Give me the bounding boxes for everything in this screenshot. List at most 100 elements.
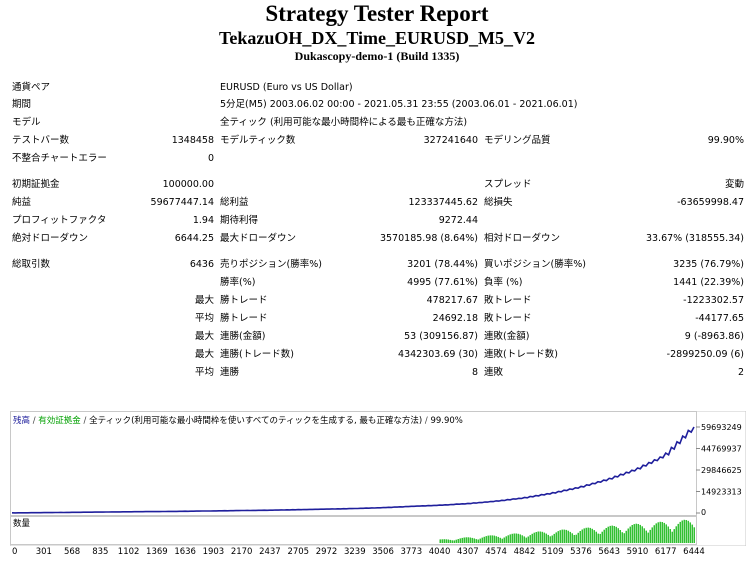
volume-bar	[531, 533, 533, 543]
volume-bar	[461, 537, 463, 543]
x-tick-label: 3773	[400, 547, 423, 557]
volume-bar	[489, 535, 491, 543]
deposit-value: 100000.00	[162, 179, 214, 190]
chart-legend: 残高 / 有効証拠金 / 全ティック(利用可能な最小時間枠を使いすべてのティック…	[13, 415, 463, 426]
volume-bar	[593, 530, 595, 543]
volume-bar	[527, 536, 529, 543]
volume-bar	[519, 534, 521, 543]
volume-bar	[627, 528, 629, 543]
x-tick-label: 5376	[570, 547, 592, 557]
expected-payoff-value: 9272.44	[438, 215, 478, 226]
volume-bar	[493, 535, 495, 543]
avg-label: 平均	[194, 313, 214, 324]
volume-bar	[535, 532, 537, 543]
volume-bar	[677, 523, 679, 543]
volume-bar	[559, 530, 561, 543]
y-tick-label: 29846625	[701, 466, 742, 475]
avg-loss-value: -44177.65	[695, 313, 744, 324]
cons-losses-label: 連敗(金額)	[484, 331, 530, 342]
legend-equity: 有効証拠金	[38, 415, 81, 426]
volume-bar	[497, 536, 499, 543]
volume-bar	[667, 526, 669, 543]
quality-value: 99.90%	[707, 135, 744, 146]
avg-cons-wins-value: 8	[471, 367, 478, 378]
x-tick-label: 4040	[428, 547, 451, 557]
volume-bar	[663, 522, 665, 543]
cons-loss-label: 連敗(トレード数)	[484, 349, 558, 360]
volume-bar	[607, 526, 609, 543]
total-trades-value: 6436	[189, 259, 214, 270]
period-value: 5分足(M5) 2003.06.02 00:00 - 2021.05.31 23…	[220, 99, 578, 110]
volume-bars	[439, 519, 695, 543]
volume-bar	[585, 527, 587, 543]
volume-bar	[661, 522, 663, 543]
volume-bar	[641, 526, 643, 543]
volume-bar	[597, 533, 599, 543]
volume-bar	[499, 537, 501, 543]
volume-bar	[479, 538, 481, 543]
gross-profit-label: 総利益	[220, 197, 249, 208]
main-plot-area	[10, 411, 697, 516]
avg-cons-losses-value: 2	[737, 367, 744, 378]
gross-loss-value: -63659998.47	[677, 197, 744, 208]
mismatch-label: 不整合チャートエラー	[12, 153, 107, 164]
x-tick-label: 1903	[202, 547, 225, 557]
gross-loss-label: 総損失	[484, 197, 513, 208]
x-tick-label: 5109	[541, 547, 564, 557]
volume-bar	[445, 539, 447, 543]
profit-trades-value: 4995 (77.61%)	[407, 277, 478, 288]
x-tick-label: 301	[35, 547, 52, 557]
net-profit-label: 純益	[12, 197, 32, 208]
volume-bar	[521, 535, 523, 543]
volume-bar	[617, 528, 619, 543]
deposit-label: 初期証拠金	[12, 179, 60, 190]
volume-bar	[529, 535, 531, 543]
volume-bar	[509, 534, 511, 543]
volume-bar	[571, 533, 573, 543]
x-tick-label: 2705	[287, 547, 310, 557]
avg-cons-wins-label: 連勝	[220, 367, 240, 378]
volume-bar	[455, 539, 457, 543]
volume-bar	[637, 524, 639, 543]
volume-bar	[533, 532, 535, 543]
volume-bar	[473, 538, 475, 543]
volume-bar	[675, 526, 677, 543]
x-tick-label: 5910	[626, 547, 649, 557]
short-positions-label: 売りポジション(勝率%)	[220, 259, 322, 270]
x-tick-label: 0	[12, 547, 18, 557]
spread-label: スプレッド	[484, 179, 532, 190]
volume-bar	[545, 533, 547, 543]
x-tick-label: 4574	[485, 547, 507, 557]
volume-bar	[453, 540, 455, 543]
period-label: 期間	[12, 99, 32, 110]
x-tick-label: 4307	[457, 547, 479, 557]
volume-bar	[681, 520, 683, 543]
volume-bar	[605, 528, 607, 543]
cons-wins-label: 連勝(金額)	[220, 331, 266, 342]
volume-bar	[653, 525, 655, 543]
gross-profit-value: 123337445.62	[408, 197, 478, 208]
volume-bar	[639, 524, 641, 543]
volume-bar	[619, 530, 621, 543]
volume-bar	[523, 536, 525, 543]
volume-bar	[507, 535, 509, 543]
volume-bar	[563, 529, 565, 543]
volume-bar	[575, 534, 577, 543]
x-tick-label: 835	[92, 547, 109, 557]
volume-bar	[549, 536, 551, 543]
quality-label: モデリング品質	[484, 135, 551, 146]
profit-factor-value: 1.94	[192, 215, 214, 226]
volume-bar	[679, 521, 681, 543]
legend-separator-1: /	[30, 416, 38, 426]
total-trades-label: 総取引数	[12, 259, 51, 270]
volume-bar	[671, 531, 673, 543]
x-tick-label: 2170	[230, 547, 253, 557]
volume-bar	[459, 538, 461, 543]
volume-bar	[647, 532, 649, 543]
bars-value: 1348458	[171, 135, 214, 146]
x-tick-label: 1369	[146, 547, 168, 557]
volume-bar	[609, 525, 611, 543]
volume-bar	[587, 527, 589, 543]
volume-bar	[569, 531, 571, 543]
largest-loss-value: -1223302.57	[683, 295, 744, 306]
